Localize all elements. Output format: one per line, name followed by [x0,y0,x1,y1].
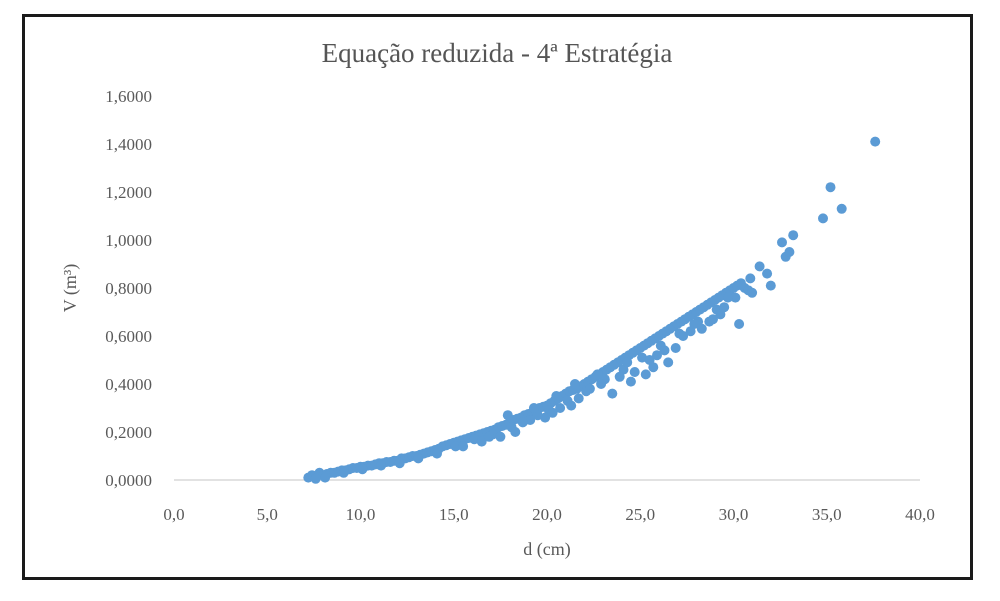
x-tick-label: 25,0 [625,505,655,524]
data-point [450,441,461,452]
data-point [644,355,655,365]
y-tick-label: 0,0000 [105,471,152,490]
data-point [502,410,513,421]
data-point [573,393,584,404]
y-axis-label: V (m³) [60,264,81,313]
data-point [413,453,424,464]
data-point [678,331,689,341]
data-point [517,417,528,428]
y-tick-label: 0,6000 [105,327,152,346]
data-point [659,345,670,356]
data-point [310,473,321,484]
data-point [357,464,368,475]
y-tick-label: 1,0000 [105,231,152,250]
y-tick-label: 1,6000 [105,87,152,106]
data-point [510,427,521,437]
y-tick-label: 1,2000 [105,183,152,202]
data-point [762,268,773,279]
x-axis-label: d (cm) [523,539,570,560]
data-point [663,357,674,368]
data-point [708,314,718,325]
data-point [614,371,625,382]
data-point [607,388,618,399]
data-point [722,292,733,303]
data-point [555,403,566,413]
data-point [528,403,539,413]
x-tick-label: 40,0 [905,505,935,524]
data-point [570,379,580,389]
data-points [303,136,881,484]
data-point [495,431,506,442]
data-point [788,230,799,241]
y-tick-label: 0,2000 [105,423,152,442]
data-point [652,350,662,361]
data-point [540,412,551,423]
data-point [825,182,836,193]
data-point [777,237,787,248]
x-tick-label: 15,0 [439,505,469,524]
data-point [754,261,765,272]
data-point [715,309,726,320]
data-point [696,323,707,334]
x-tick-label: 10,0 [346,505,376,524]
x-tick-label: 5,0 [257,505,278,524]
data-point [870,136,881,147]
y-tick-label: 0,8000 [105,279,152,298]
data-point [584,383,595,394]
data-point [629,367,640,377]
y-tick-label: 0,4000 [105,375,152,394]
chart-title: Equação reduzida - 4ª Estratégia [322,38,673,68]
data-point [376,460,386,471]
x-tick-label: 0,0 [163,505,184,524]
data-point [818,213,828,224]
x-tick-label: 35,0 [812,505,842,524]
data-point [734,319,745,329]
data-point [765,280,776,291]
data-point [547,407,558,418]
data-point [747,287,758,298]
data-point [836,203,847,214]
data-point [432,448,442,459]
y-axis-ticks: 0,0000 0,2000 0,4000 0,6000 0,8000 1,0000 1,20… [105,87,152,490]
data-point [730,292,741,303]
data-point [551,391,562,401]
x-tick-label: 30,0 [719,505,749,524]
data-point [689,319,700,329]
data-point [625,376,636,387]
x-axis-ticks: 0,0 5,0 10,0 15,0 20,0 25,0 30,0 35,0 40,0 [163,505,935,524]
data-point [394,458,405,469]
data-point [637,352,648,363]
chart-frame [22,14,973,580]
data-point [784,247,795,257]
data-point [670,343,681,353]
data-point [476,436,487,447]
data-point [640,369,651,380]
data-point [338,467,349,478]
x-tick-label: 20,0 [532,505,562,524]
data-point [484,431,495,442]
data-point [458,441,469,452]
data-point [320,472,331,483]
data-point [745,273,756,284]
data-point [596,379,607,389]
data-point [566,400,577,411]
data-point [622,357,633,368]
y-tick-label: 1,4000 [105,135,152,154]
data-point [592,369,603,380]
